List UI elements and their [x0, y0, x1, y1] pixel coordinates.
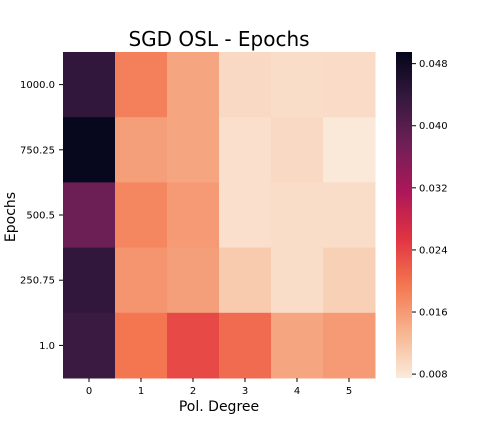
x-tick-label: 3	[242, 386, 248, 397]
heatmap-cell	[219, 312, 272, 379]
heatmap-cell	[271, 247, 324, 314]
heatmap-cell	[115, 52, 168, 118]
heatmap-cell	[167, 247, 220, 314]
heatmap-cells	[63, 52, 376, 379]
x-tick-label: 1	[138, 386, 144, 397]
y-tick-label: 250.75	[20, 276, 55, 287]
colorbar	[396, 52, 412, 378]
colorbar-tick-label: 0.024	[419, 245, 448, 256]
heatmap-cell	[167, 182, 220, 249]
heatmap-cell	[63, 117, 116, 183]
x-axis-ticks: 0 1 2 3 4 5	[86, 378, 352, 397]
heatmap-cell	[271, 52, 324, 118]
heatmap-cell	[271, 312, 324, 379]
x-tick-label: 4	[294, 386, 300, 397]
y-tick-label: 1000.0	[20, 80, 55, 91]
heatmap-cell	[271, 117, 324, 183]
x-tick-label: 5	[346, 386, 352, 397]
heatmap-cell	[63, 52, 116, 118]
heatmap-cell	[167, 52, 220, 118]
y-axis-ticks: 1000.0 750.25 500.5 250.75 1.0	[20, 80, 63, 352]
colorbar-tick-label: 0.032	[419, 183, 448, 194]
heatmap-cell	[167, 312, 220, 379]
heatmap-cell	[63, 247, 116, 314]
y-tick-label: 1.0	[39, 341, 55, 352]
colorbar-tick-label: 0.040	[419, 121, 448, 132]
heatmap-cell	[167, 117, 220, 183]
heatmap-cell	[323, 117, 376, 183]
heatmap-cell	[323, 247, 376, 314]
heatmap-cell	[323, 182, 376, 249]
heatmap-cell	[219, 247, 272, 314]
heatmap-cell	[323, 52, 376, 118]
colorbar-tick-label: 0.016	[419, 308, 448, 319]
heatmap-cell	[219, 52, 272, 118]
heatmap-cell	[219, 117, 272, 183]
heatmap-cell	[115, 247, 168, 314]
chart-title: SGD OSL - Epochs	[128, 27, 309, 51]
y-tick-label: 500.5	[26, 211, 55, 222]
heatmap-cell	[63, 312, 116, 379]
heatmap-cell	[219, 182, 272, 249]
x-tick-label: 2	[190, 386, 196, 397]
x-tick-label: 0	[86, 386, 92, 397]
heatmap-cell	[115, 117, 168, 183]
heatmap-cell	[323, 312, 376, 379]
colorbar-tick-label: 0.048	[419, 59, 448, 70]
colorbar-tick-label: 0.008	[419, 370, 448, 381]
y-axis-label: Epochs	[3, 192, 19, 242]
heatmap-cell	[115, 182, 168, 249]
x-axis-label: Pol. Degree	[179, 399, 259, 415]
colorbar-ticks: 0.008 0.016 0.024 0.032 0.040 0.048	[412, 59, 448, 381]
heatmap-cell	[63, 182, 116, 249]
heatmap-cell	[271, 182, 324, 249]
y-tick-label: 750.25	[20, 145, 55, 156]
heatmap-cell	[115, 312, 168, 379]
